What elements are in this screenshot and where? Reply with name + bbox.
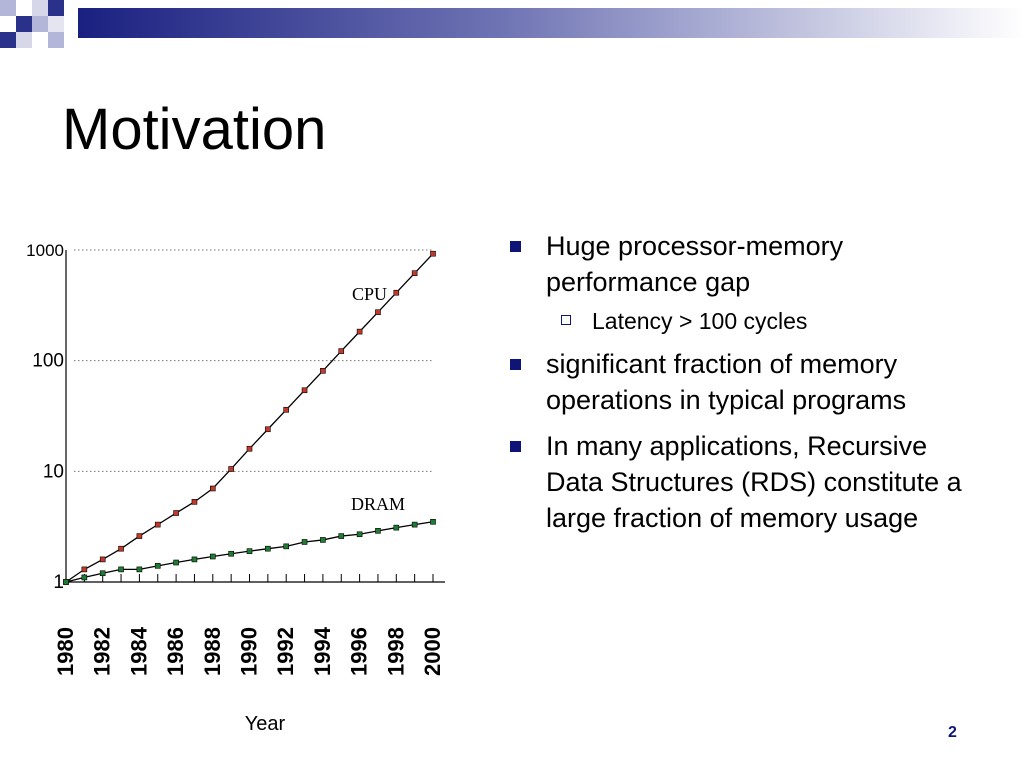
data-point-dram [63, 579, 69, 585]
x-tick-label: 1994 [310, 626, 335, 676]
sub-bullet-text: Latency > 100 cycles [592, 308, 808, 334]
data-point-cpu [338, 348, 345, 354]
page-number: 2 [948, 724, 957, 741]
y-tick-label: 1 [53, 572, 64, 593]
square-bullet-icon [510, 441, 521, 452]
data-point-cpu [136, 533, 143, 539]
deco-square [0, 16, 16, 32]
data-point-dram [393, 524, 400, 531]
bullet-text: In many applications, Recursive Data Str… [546, 431, 962, 533]
x-tick-label: 1996 [347, 627, 372, 676]
bullet-item: significant fraction of memory operation… [508, 346, 978, 418]
header-gradient-bar [78, 8, 1024, 38]
data-point-dram [430, 518, 436, 525]
data-point-cpu [228, 466, 234, 472]
data-point-cpu [283, 406, 290, 413]
data-point-dram [136, 566, 143, 573]
data-point-dram [356, 531, 363, 538]
data-point-cpu [173, 510, 179, 516]
bullet-item: Huge processor-memory performance gap [508, 228, 978, 300]
data-point-cpu [411, 270, 418, 277]
x-tick-label: 1984 [126, 626, 151, 676]
data-point-dram [118, 566, 124, 573]
data-point-dram [265, 545, 271, 552]
data-point-cpu [356, 328, 363, 335]
deco-square [48, 32, 64, 48]
x-tick-label: 1988 [200, 627, 225, 676]
y-tick-label: 1000 [26, 241, 64, 260]
bullet-text: significant fraction of memory operation… [546, 349, 907, 415]
deco-square [48, 0, 64, 16]
data-point-dram [228, 550, 234, 557]
data-point-cpu [265, 426, 271, 433]
performance-gap-chart: 1 10 100 1000 1980 1982 1984 1986 1988 1990 1992 19… [26, 241, 445, 735]
x-tick-label: 1992 [273, 627, 298, 676]
data-point-dram [210, 553, 216, 560]
hollow-square-bullet-icon [561, 315, 571, 325]
sub-bullet-item: Latency > 100 cycles [508, 306, 978, 336]
data-point-dram [191, 556, 198, 563]
deco-square [32, 0, 48, 16]
series-label-cpu: CPU [352, 284, 387, 304]
deco-square [48, 16, 64, 32]
square-bullet-icon [510, 241, 521, 252]
data-point-cpu [210, 485, 216, 492]
data-point-dram [375, 528, 381, 534]
data-point-cpu [191, 499, 198, 505]
data-point-cpu [375, 309, 381, 316]
header-decoration [0, 0, 1024, 48]
series-label-dram: DRAM [351, 494, 405, 514]
data-point-cpu [154, 521, 161, 528]
deco-square [16, 0, 32, 16]
data-point-dram [320, 537, 326, 543]
y-tick-label: 100 [32, 351, 64, 372]
x-tick-label: 1980 [53, 627, 78, 676]
data-point-dram [154, 563, 161, 569]
bullet-item: In many applications, Recursive Data Str… [508, 428, 978, 536]
data-point-dram [338, 533, 345, 539]
deco-square [0, 0, 16, 16]
data-point-cpu [99, 556, 106, 563]
data-point-dram [301, 539, 308, 545]
x-tick-label: 1990 [237, 627, 262, 676]
square-bullet-icon [510, 359, 521, 370]
data-point-dram [411, 521, 418, 528]
data-point-cpu [301, 387, 308, 394]
deco-square [32, 32, 48, 48]
deco-square [16, 32, 32, 48]
bullet-text: Huge processor-memory performance gap [546, 231, 844, 297]
x-tick-label: 2000 [420, 627, 445, 676]
data-point-dram [99, 570, 106, 577]
data-point-cpu [320, 367, 326, 374]
data-point-cpu [430, 250, 436, 257]
deco-square [0, 32, 16, 48]
data-point-dram [246, 548, 253, 554]
x-tick-label: 1982 [90, 627, 115, 676]
data-point-dram [173, 559, 179, 566]
data-point-dram [283, 543, 290, 550]
y-tick-label: 10 [43, 461, 64, 482]
x-tick-label: 1998 [383, 627, 408, 676]
data-point-cpu [246, 445, 253, 452]
x-axis-title: Year [245, 713, 286, 735]
data-point-cpu [81, 566, 88, 573]
slide-title: Motivation [62, 97, 327, 162]
deco-square [16, 16, 32, 32]
x-tick-label: 1986 [163, 627, 188, 676]
data-point-cpu [118, 545, 124, 552]
bullet-list: Huge processor-memory performance gap Lat… [508, 228, 978, 546]
data-point-dram [81, 574, 88, 581]
deco-square [32, 16, 48, 32]
data-point-cpu [393, 289, 400, 296]
